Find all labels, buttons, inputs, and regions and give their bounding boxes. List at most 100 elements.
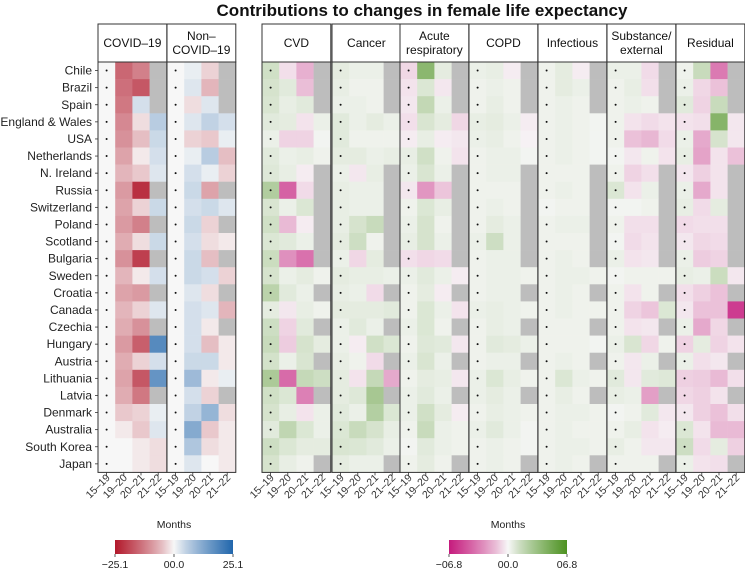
heatmap-cell-substance — [658, 455, 677, 473]
baseline-dot — [339, 137, 342, 140]
heatmap-cell-infectious — [589, 79, 608, 97]
heatmap-cell-covid — [115, 301, 133, 319]
heatmap-cell-noncovid — [218, 318, 237, 336]
heatmap-cell-copd — [486, 455, 504, 473]
heatmap-cell-noncovid — [184, 62, 202, 80]
heatmap-cell-cvd — [279, 96, 297, 114]
heatmap-cell-residual — [693, 438, 711, 456]
heatmap-cell-cvd — [279, 284, 297, 302]
baseline-dot — [174, 291, 177, 294]
heatmap-cell-covid — [149, 352, 168, 371]
baseline-dot — [545, 172, 548, 175]
baseline-dot — [614, 120, 617, 123]
heatmap-cell-residual — [693, 96, 711, 114]
baseline-dot — [476, 394, 479, 397]
heatmap-cell-infectious — [589, 164, 608, 182]
heatmap-cell-infectious — [555, 455, 573, 473]
heatmap-cell-infectious — [572, 113, 590, 131]
heatmap-cell-acute — [451, 198, 470, 217]
heatmap-cell-covid — [149, 438, 168, 456]
heatmap-cell-covid — [149, 386, 168, 405]
heatmap-cell-noncovid — [184, 335, 202, 353]
heatmap-cell-residual — [727, 386, 745, 405]
heatmap-cell-noncovid — [218, 250, 237, 268]
baseline-dot — [476, 308, 479, 311]
heatmap-cell-infectious — [555, 438, 573, 456]
baseline-dot — [174, 445, 177, 448]
baseline-dot — [105, 137, 108, 140]
heatmap-cell-cvd — [296, 147, 314, 165]
baseline-dot — [269, 137, 272, 140]
baseline-dot — [269, 377, 272, 380]
baseline-dot — [269, 172, 272, 175]
baseline-dot — [476, 445, 479, 448]
heatmap-cell-infectious — [589, 386, 608, 405]
heatmap-cell-copd — [520, 386, 539, 405]
heatmap-cell-covid — [115, 250, 133, 268]
heatmap-cell-copd — [503, 130, 521, 148]
heatmap-cell-covid — [115, 335, 133, 353]
heatmap-cell-noncovid — [218, 198, 237, 217]
heatmap-cell-substance — [624, 250, 642, 268]
heatmap-cell-acute — [451, 438, 470, 456]
baseline-dot — [105, 189, 108, 192]
baseline-dot — [339, 86, 342, 89]
heatmap-cell-copd — [503, 421, 521, 439]
panel-label-residual: Residual — [687, 36, 734, 50]
heatmap-cell-infectious — [589, 404, 608, 422]
heatmap-cell-residual — [710, 147, 728, 165]
heatmap-cell-residual — [693, 267, 711, 285]
heatmap-cell-covid — [149, 250, 168, 268]
heatmap-cell-copd — [486, 113, 504, 131]
baseline-dot — [269, 257, 272, 260]
heatmap-cell-acute — [417, 386, 435, 405]
heatmap-cell-copd — [486, 301, 504, 319]
heatmap-cell-cvd — [313, 250, 332, 268]
heatmap-cell-noncovid — [201, 233, 219, 251]
heatmap-cell-infectious — [572, 130, 590, 148]
heatmap-cell-substance — [641, 147, 659, 165]
panel-label-infectious: Infectious — [547, 36, 598, 50]
heatmap-cell-cancer — [366, 301, 384, 319]
heatmap-cell-acute — [451, 215, 470, 234]
baseline-dot — [105, 172, 108, 175]
heatmap-cell-substance — [658, 421, 677, 439]
panel-label-cvd: CVD — [284, 36, 310, 50]
heatmap-cell-copd — [486, 164, 504, 182]
heatmap-cell-copd — [503, 404, 521, 422]
heatmap-cell-acute — [451, 147, 470, 165]
heatmap-cell-substance — [641, 215, 659, 234]
heatmap-cell-residual — [693, 130, 711, 148]
heatmap-cell-copd — [486, 267, 504, 285]
baseline-dot — [339, 206, 342, 209]
heatmap-cell-cancer — [366, 198, 384, 217]
heatmap-cell-cancer — [366, 438, 384, 456]
heatmap-cell-copd — [520, 404, 539, 422]
baseline-dot — [105, 428, 108, 431]
heatmap-cell-cancer — [366, 164, 384, 182]
heatmap-cell-substance — [624, 164, 642, 182]
heatmap-cell-covid — [115, 369, 133, 388]
heatmap-cell-infectious — [555, 421, 573, 439]
baseline-dot — [407, 411, 410, 414]
baseline-dot — [339, 274, 342, 277]
heatmap-cell-cancer — [383, 147, 402, 165]
baseline-dot — [105, 308, 108, 311]
baseline-dot — [614, 326, 617, 329]
heatmap-cell-noncovid — [184, 96, 202, 114]
baseline-dot — [476, 120, 479, 123]
heatmap-cell-copd — [503, 386, 521, 405]
baseline-dot — [269, 360, 272, 363]
heatmap-cell-cvd — [313, 352, 332, 371]
baseline-dot — [339, 291, 342, 294]
baseline-dot — [614, 377, 617, 380]
heatmap-cell-covid — [115, 386, 133, 405]
heatmap-cell-noncovid — [201, 250, 219, 268]
panel-header-cancer — [331, 23, 402, 63]
heatmap-cell-acute — [417, 352, 435, 371]
baseline-dot — [683, 155, 686, 158]
heatmap-cell-substance — [641, 250, 659, 268]
heatmap-cell-substance — [658, 369, 677, 388]
heatmap-cell-copd — [520, 147, 539, 165]
heatmap-cell-cvd — [279, 250, 297, 268]
